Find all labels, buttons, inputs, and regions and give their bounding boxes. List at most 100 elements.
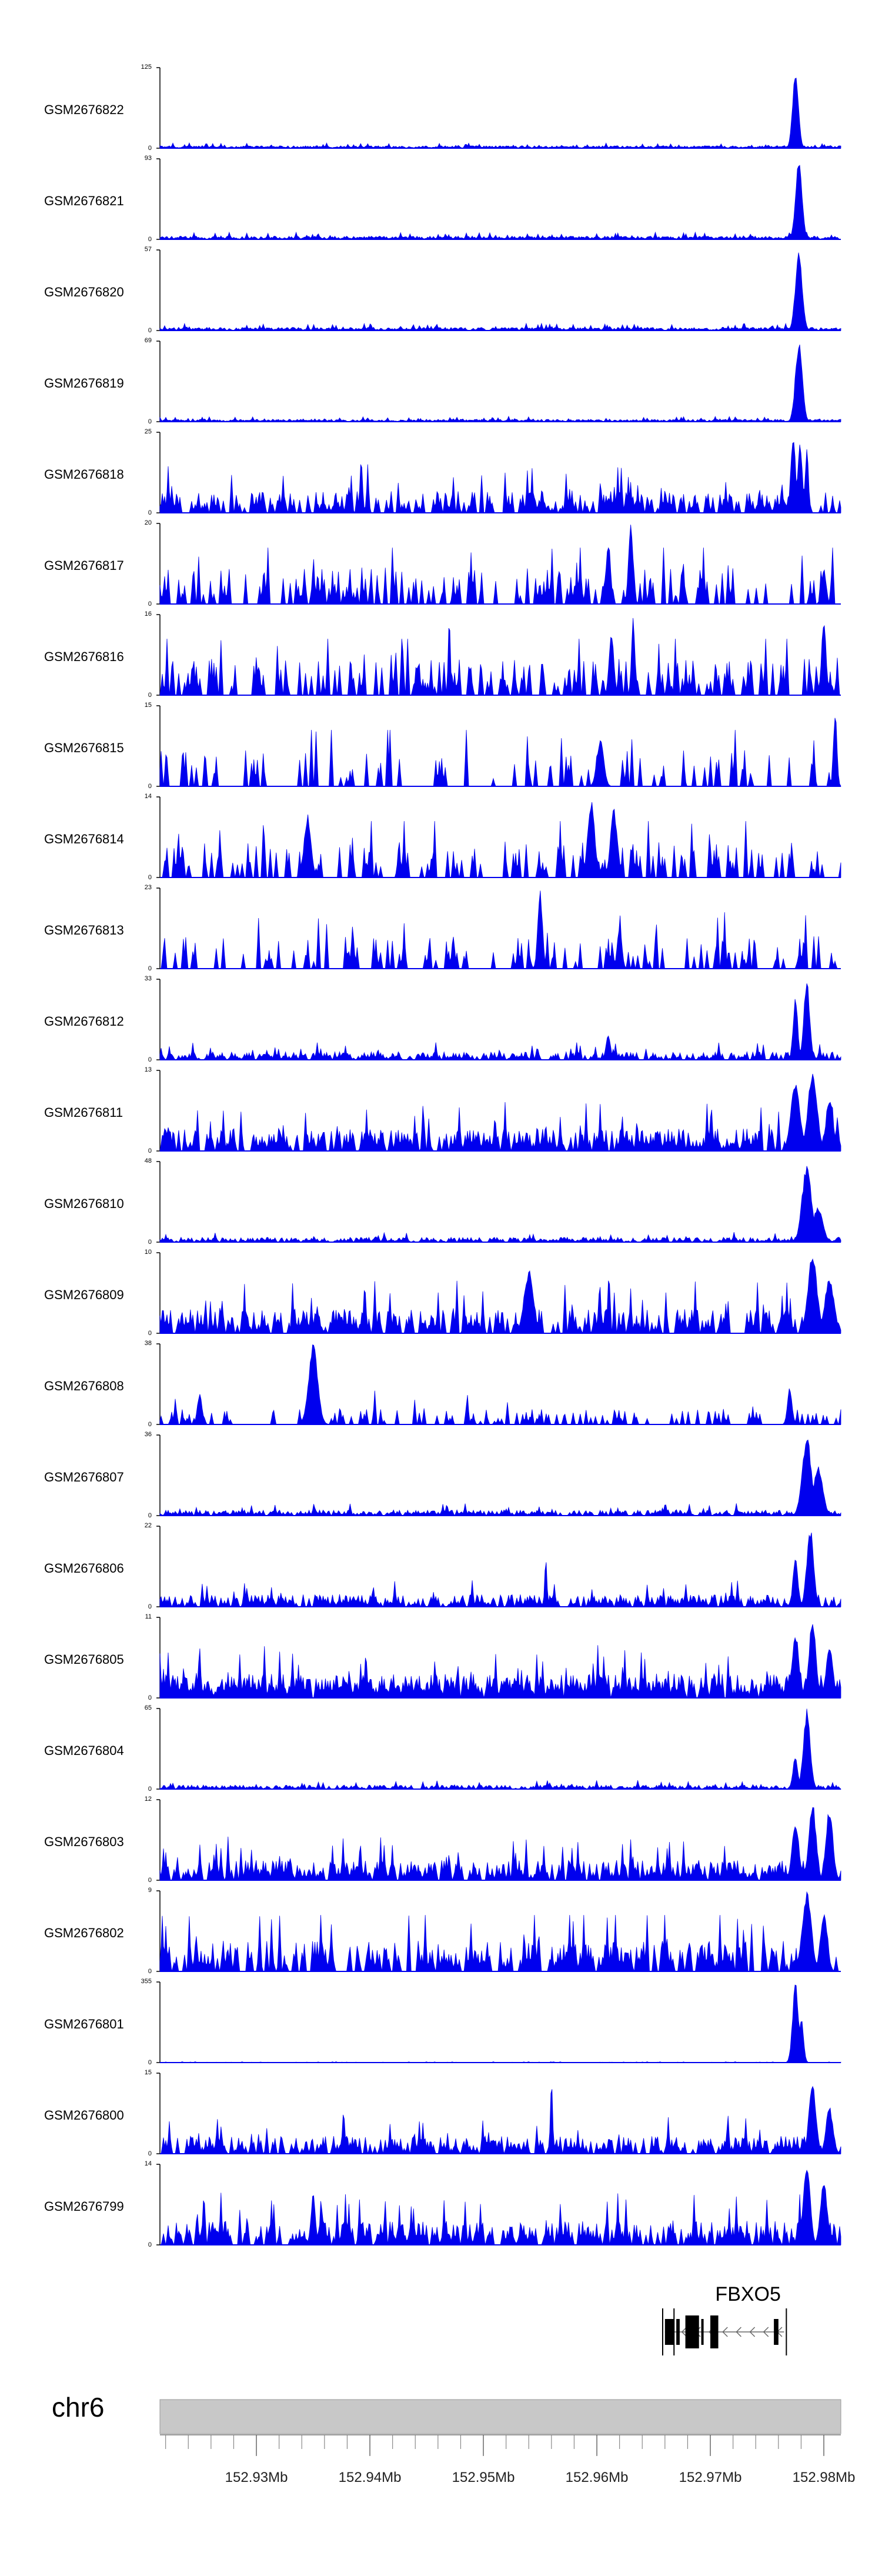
track-label: GSM2676811 [44,1105,123,1120]
track-label: GSM2676813 [44,923,124,937]
y-min-label: 0 [148,600,152,608]
y-max-label: 69 [145,337,152,344]
track-label: GSM2676819 [44,376,124,391]
track-label: GSM2676800 [44,2108,124,2123]
track-label: GSM2676820 [44,285,124,299]
track-label: GSM2676817 [44,558,124,573]
track-label: GSM2676822 [44,102,124,117]
signal-area [159,252,841,331]
strand-arrow [722,2327,728,2337]
y-max-label: 65 [145,1704,152,1711]
gene-exon [701,2319,704,2345]
track-GSM2676815: GSM2676815 15 0 [44,702,841,790]
signal-area [160,2170,841,2246]
track-label: GSM2676799 [44,2199,124,2214]
gene-exon [774,2319,779,2345]
y-min-label: 0 [148,1968,152,1975]
signal-area [159,525,841,605]
signal-area [159,1891,841,1973]
y-min-label: 0 [148,1330,152,1337]
signal-area [160,802,841,878]
y-min-label: 0 [148,2241,152,2248]
track-label: GSM2676812 [44,1014,124,1029]
y-max-label: 25 [145,428,152,435]
y-max-label: 10 [145,1249,152,1256]
gene-exon [685,2315,699,2348]
y-max-label: 9 [148,1887,152,1894]
y-min-label: 0 [148,1694,152,1701]
track-GSM2676801: GSM2676801 355 0 [44,1978,841,2066]
signal-area [159,983,841,1061]
signal-area [159,442,841,514]
x-tick-label: 152.93Mb [225,2470,288,2485]
track-GSM2676799: GSM2676799 14 0 [44,2160,841,2248]
track-GSM2676821: GSM2676821 93 0 [44,155,841,243]
y-max-label: 93 [145,155,152,162]
track-label: GSM2676805 [44,1652,124,1667]
strand-arrow [749,2327,756,2337]
signal-area [159,1624,841,1699]
track-label: GSM2676804 [44,1743,124,1758]
y-min-label: 0 [148,1603,152,1610]
signal-tracks: GSM2676822 125 0 GSM2676821 93 0 GSM2676820 57 0… [44,64,842,2248]
y-min-label: 0 [148,1147,152,1154]
track-label: GSM2676801 [44,2017,124,2031]
y-max-label: 15 [145,702,152,709]
gene-name-label: FBXO5 [715,2283,780,2305]
strand-arrow [736,2327,741,2337]
y-max-label: 23 [145,884,152,891]
x-tick-label: 152.97Mb [679,2470,742,2485]
signal-area [159,344,841,422]
signal-area [159,1984,841,2063]
genomic-axis: 152.93Mb 152.94Mb 152.95Mb 152.96Mb 152.97Mb… [160,2434,855,2485]
y-max-label: 11 [145,1613,152,1620]
y-max-label: 15 [145,2069,152,2076]
signal-area [160,2086,841,2155]
track-GSM2676822: GSM2676822 125 0 [44,64,841,152]
signal-area [159,718,841,787]
y-max-label: 14 [145,2160,152,2167]
signal-area [159,1166,841,1243]
y-max-label: 16 [145,610,152,618]
signal-area [160,890,841,969]
y-max-label: 22 [145,1522,152,1529]
y-min-label: 0 [148,1512,152,1519]
track-GSM2676803: GSM2676803 12 0 [44,1796,841,1884]
y-min-label: 0 [148,1421,152,1428]
track-GSM2676819: GSM2676819 69 0 [44,337,841,425]
track-GSM2676818: GSM2676818 25 0 [44,428,841,516]
signal-area [159,165,841,240]
y-max-label: 33 [145,975,152,982]
track-GSM2676810: GSM2676810 48 0 [44,1157,841,1246]
track-GSM2676804: GSM2676804 65 0 [44,1704,842,1793]
track-label: GSM2676816 [44,649,124,664]
signal-area [159,618,841,696]
track-GSM2676811: GSM2676811 13 0 [44,1066,841,1154]
y-min-label: 0 [148,874,152,881]
track-GSM2676817: GSM2676817 20 0 [44,519,841,608]
track-GSM2676807: GSM2676807 36 0 [44,1431,841,1519]
signal-area [159,1258,841,1334]
y-min-label: 0 [148,509,152,516]
track-label: GSM2676807 [44,1470,124,1484]
gene-annotation-track: FBXO5 [662,2283,787,2355]
track-label: GSM2676806 [44,1561,124,1576]
y-min-label: 0 [148,783,152,790]
y-min-label: 0 [148,1786,152,1793]
y-min-label: 0 [148,418,152,425]
gene-exon [676,2319,680,2345]
y-min-label: 0 [148,692,152,699]
chromosome-label: chr6 [52,2392,104,2422]
track-GSM2676808: GSM2676808 38 0 [44,1340,841,1428]
track-label: GSM2676808 [44,1379,124,1393]
signal-area [159,1709,842,1790]
track-GSM2676800: GSM2676800 15 0 [44,2069,841,2157]
x-tick-label: 152.94Mb [339,2470,402,2485]
track-label: GSM2676821 [44,193,124,208]
track-label: GSM2676814 [44,832,124,846]
chromosome-ideogram-track: chr6 [52,2392,841,2434]
y-min-label: 0 [148,236,152,243]
x-tick-label: 152.95Mb [452,2470,515,2485]
chromosome-band [159,2399,841,2434]
